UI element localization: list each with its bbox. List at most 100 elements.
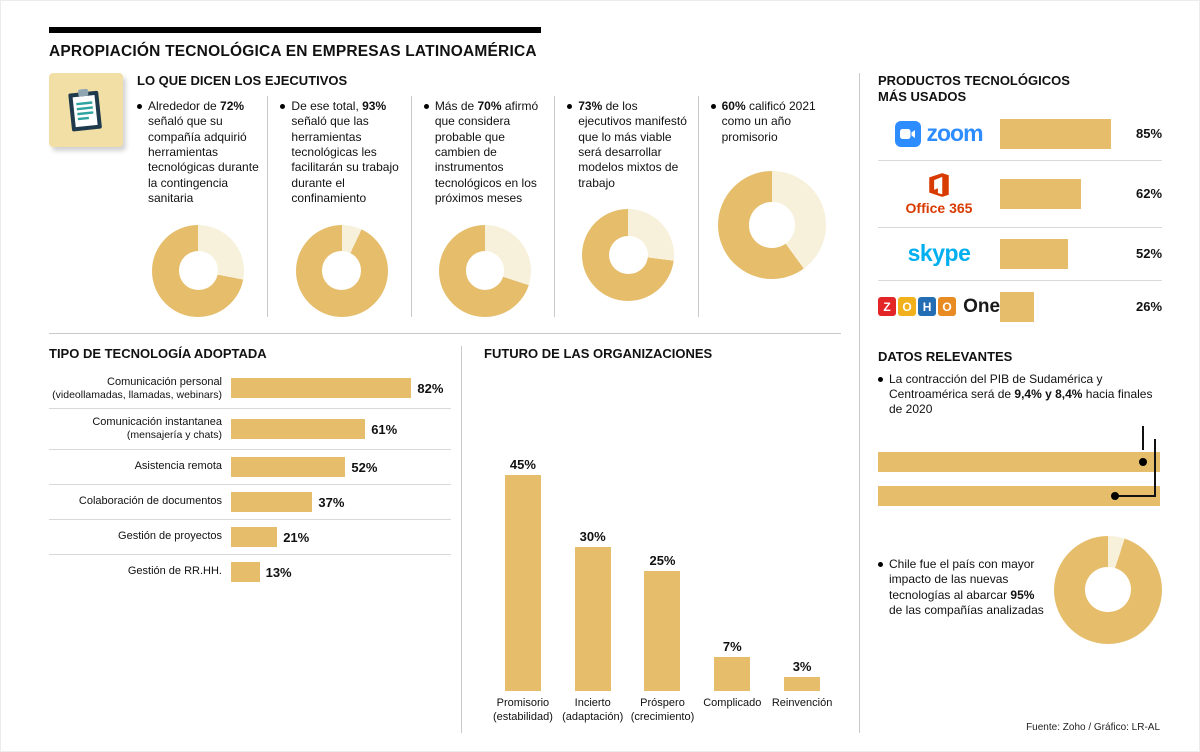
pib-marker-dot bbox=[1139, 457, 1148, 466]
tech-value: 13% bbox=[265, 564, 292, 580]
bar bbox=[574, 547, 611, 691]
right-column: PRODUCTOS TECNOLÓGICOS MÁS USADOS zoom 8… bbox=[859, 73, 1163, 733]
bullet-dot bbox=[280, 104, 286, 109]
zoom-usage-value: 85% bbox=[1136, 126, 1163, 141]
executive-stat-3: Más de 70% afirmó que considera probable… bbox=[410, 96, 554, 317]
office-logo: Office 365 bbox=[878, 172, 1000, 216]
bar bbox=[504, 475, 541, 691]
bar-value: 3% bbox=[792, 658, 812, 674]
tech-category: Gestión de proyectos bbox=[118, 530, 222, 543]
tech-row-3: Asistencia remota 52% bbox=[49, 450, 451, 486]
relevant-heading: DATOS RELEVANTES bbox=[878, 348, 1013, 364]
executive-text-5: 60% calificó 2021 como un año promisorio bbox=[710, 99, 833, 145]
bar-value: 7% bbox=[722, 639, 742, 655]
pib-bar-centroamerica bbox=[878, 438, 1161, 506]
tech-row-5: Gestión de proyectos 21% bbox=[49, 520, 451, 556]
bar-value: 25% bbox=[649, 553, 676, 568]
office-icon bbox=[929, 172, 949, 197]
future-heading: FUTURO DE LAS ORGANIZACIONES bbox=[484, 345, 713, 361]
tech-row-1: Comunicación personal (videollamadas, lla… bbox=[49, 369, 451, 410]
skype-logo: skype bbox=[878, 240, 1000, 267]
tech-category-sub: (mensajería y chats) bbox=[126, 429, 222, 442]
tech-row-6: Gestión de RR.HH. 13% bbox=[49, 555, 451, 589]
bullet-dot bbox=[423, 104, 429, 109]
donut-chart-73 bbox=[582, 209, 675, 302]
future-bar-1: 45% Promisorio (estabilidad) bbox=[488, 375, 558, 733]
future-bar-3: 25% Próspero (crecimiento) bbox=[628, 375, 698, 733]
bar-category: Reinvención bbox=[771, 697, 833, 709]
pib-text: La contracción del PIB de Sudamérica y C… bbox=[878, 372, 1162, 418]
bar-category: Incierto (adaptación) bbox=[562, 697, 624, 723]
product-row-zoho: Z O H O One 26% bbox=[878, 281, 1162, 333]
future-bar-4: 7% Complicado bbox=[697, 375, 767, 733]
tech-row-2: Comunicación instantanea (mensajería y ch… bbox=[49, 409, 451, 451]
zoho-usage-bar bbox=[1000, 291, 1034, 322]
tech-bar bbox=[231, 457, 346, 478]
bottom-row: TIPO DE TECNOLOGÍA ADOPTADA Comunicación… bbox=[49, 345, 841, 733]
clipboard-icon bbox=[49, 73, 123, 147]
skype-wordmark: skype bbox=[907, 240, 971, 266]
zoho-one-wordmark: One bbox=[963, 295, 1001, 317]
marker-line bbox=[1154, 438, 1157, 495]
marker-line bbox=[1142, 425, 1145, 450]
future-bar-chart: 45% Promisorio (estabilidad) 30% Incierto… bbox=[484, 369, 841, 733]
skype-usage-value: 52% bbox=[1136, 246, 1163, 261]
bar bbox=[644, 571, 681, 691]
bullet-dot bbox=[137, 104, 142, 109]
bullet-dot bbox=[710, 104, 716, 109]
executive-stat-1: Alrededor de 72% señaló que su compañía … bbox=[137, 96, 267, 317]
skype-usage-bar bbox=[1000, 238, 1068, 269]
executive-text-3: Más de 70% afirmó que considera probable… bbox=[423, 99, 546, 207]
zoho-one-logo: Z O H O One bbox=[878, 296, 1000, 318]
tech-row-4: Colaboración de documentos 37% bbox=[49, 485, 451, 521]
donut-chart-60 bbox=[717, 171, 826, 280]
products-heading: PRODUCTOS TECNOLÓGICOS MÁS USADOS bbox=[878, 73, 1070, 105]
bullet-dot bbox=[567, 104, 573, 109]
donut-chart-72 bbox=[152, 224, 245, 317]
tech-category-sub: (videollamadas, llamadas, webinars) bbox=[52, 388, 222, 401]
bar bbox=[714, 657, 751, 691]
pib-bar-sudamerica bbox=[878, 425, 1161, 472]
page-title: APROPIACIÓN TECNOLÓGICA EN EMPRESAS LATI… bbox=[49, 43, 537, 60]
zoho-letter-o1: O bbox=[898, 297, 917, 316]
section-products: PRODUCTOS TECNOLÓGICOS MÁS USADOS zoom 8… bbox=[878, 73, 1163, 333]
tech-bar bbox=[231, 527, 278, 548]
tech-value: 37% bbox=[318, 494, 345, 510]
bullet-dot bbox=[878, 376, 883, 382]
pib-bar-chart bbox=[878, 425, 1161, 520]
tech-category: Comunicación personal bbox=[107, 375, 222, 388]
office-wordmark: Office 365 bbox=[905, 199, 973, 216]
executive-stat-4: 73% de los ejecutivos manifestó que lo m… bbox=[554, 96, 697, 317]
chile-stat: Chile fue el país con mayor impacto de l… bbox=[878, 535, 1163, 644]
donut-chart-95 bbox=[1054, 535, 1163, 644]
tech-category: Gestión de RR.HH. bbox=[127, 565, 222, 578]
main-column: LO QUE DICEN LOS EJECUTIVOS Alrededor de… bbox=[49, 73, 841, 733]
donut-chart-70 bbox=[439, 224, 532, 317]
section-technology: TIPO DE TECNOLOGÍA ADOPTADA Comunicación… bbox=[49, 346, 461, 733]
zoho-letter-z: Z bbox=[878, 297, 897, 316]
executive-text-1: Alrededor de 72% señaló que su compañía … bbox=[137, 99, 259, 207]
tech-value: 21% bbox=[283, 529, 310, 545]
executive-stat-2: De ese total, 93% señaló que las herrami… bbox=[267, 96, 410, 317]
chile-text: Chile fue el país con mayor impacto de l… bbox=[878, 557, 1054, 618]
tech-value: 82% bbox=[417, 380, 444, 396]
zoom-wordmark: zoom bbox=[926, 120, 983, 146]
zoom-logo: zoom bbox=[878, 120, 1000, 147]
executive-text-2: De ese total, 93% señaló que las herrami… bbox=[280, 99, 402, 207]
tech-bar bbox=[231, 419, 366, 440]
bar-category: Complicado bbox=[703, 697, 762, 709]
top-rule bbox=[49, 27, 541, 33]
executive-stats: Alrededor de 72% señaló que su compañía … bbox=[137, 96, 841, 317]
future-bar-5: 3% Reinvención bbox=[767, 375, 837, 733]
donut-chart-93 bbox=[295, 224, 388, 317]
product-row-office: Office 365 62% bbox=[878, 161, 1163, 228]
section-relevant-data: DATOS RELEVANTES La contracción del PIB … bbox=[878, 333, 1163, 733]
source-credit: Fuente: Zoho / Gráfico: LR-AL bbox=[1026, 722, 1161, 733]
bar bbox=[784, 676, 821, 691]
product-row-skype: skype 52% bbox=[878, 228, 1163, 281]
executive-stat-5: 60% calificó 2021 como un año promisorio bbox=[697, 96, 841, 317]
tech-value: 61% bbox=[371, 421, 398, 437]
technology-heading: TIPO DE TECNOLOGÍA ADOPTADA bbox=[49, 345, 267, 361]
tech-category: Comunicación instantanea bbox=[92, 416, 222, 429]
